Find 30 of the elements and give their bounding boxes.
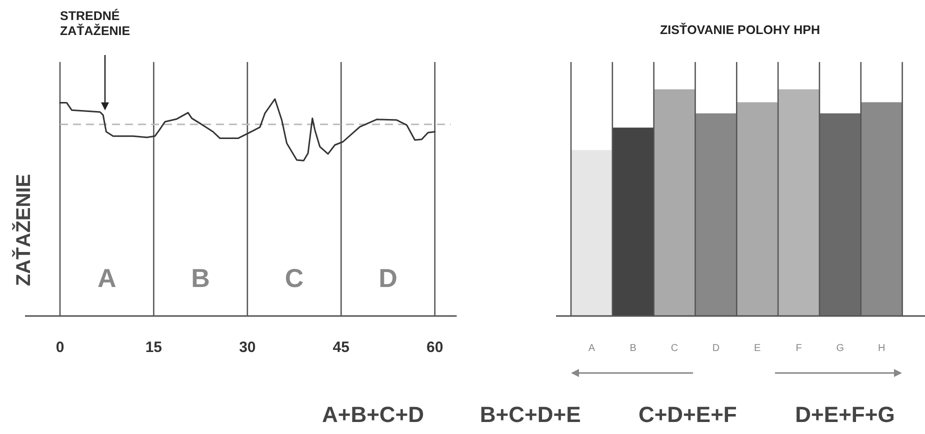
text: A+B+C+D	[322, 402, 424, 427]
x-tick-label: B	[630, 343, 637, 354]
annotation: B	[191, 262, 210, 293]
bar	[695, 113, 737, 316]
x-tick-label: H	[878, 343, 886, 354]
bar	[654, 89, 696, 316]
text: C+D+E+F	[638, 402, 737, 427]
x-tick-label: 60	[426, 339, 444, 356]
y-axis-title: ZAŤAŽENIE	[12, 174, 35, 286]
x-tick-label: 30	[239, 339, 256, 356]
x-tick-label: C	[670, 343, 678, 354]
bar	[612, 128, 654, 316]
x-tick-label: 45	[332, 339, 350, 356]
annotation: C	[284, 262, 304, 293]
bar	[819, 113, 861, 316]
chart-title: ZISŤOVANIE POLOHY HPH	[660, 22, 820, 37]
x-tick-label: 15	[145, 339, 162, 356]
annotation: D	[378, 262, 398, 293]
x-tick-label: 0	[56, 339, 64, 356]
text: D+E+F+G	[795, 402, 895, 427]
x-tick-label: F	[796, 343, 802, 354]
x-tick-label: E	[754, 343, 762, 354]
x-tick-label: A	[588, 343, 596, 354]
text: STREDNÉ ZAŤAŽENIE	[60, 8, 130, 38]
bar	[571, 150, 612, 316]
x-tick-label: D	[712, 343, 720, 354]
bar	[860, 102, 902, 316]
text: B+C+D+E	[480, 402, 581, 427]
annotation: A	[97, 262, 116, 293]
x-tick-label: G	[836, 343, 844, 354]
